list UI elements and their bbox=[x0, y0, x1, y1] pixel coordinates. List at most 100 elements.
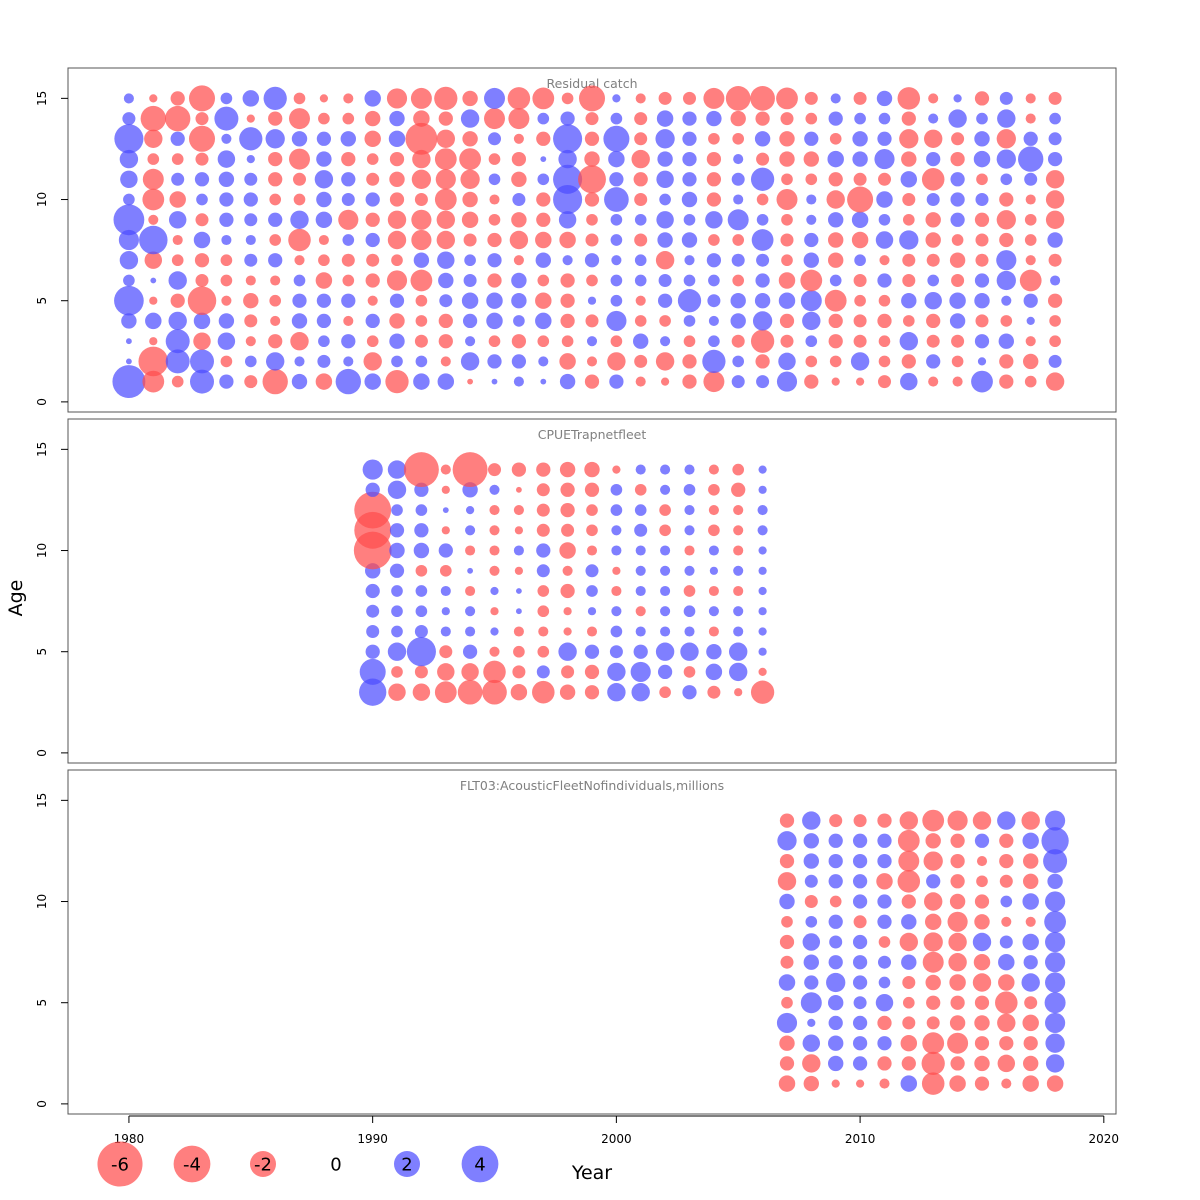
bubble bbox=[1045, 952, 1066, 973]
bubble bbox=[467, 378, 474, 385]
bubble bbox=[537, 645, 550, 658]
bubble bbox=[560, 583, 575, 599]
bubble bbox=[120, 170, 138, 189]
bubble bbox=[316, 191, 332, 208]
bubble bbox=[705, 211, 723, 229]
bubble bbox=[707, 685, 721, 699]
bubble bbox=[315, 272, 333, 289]
bubble bbox=[948, 932, 967, 952]
bubble bbox=[558, 211, 577, 229]
bubble bbox=[488, 173, 501, 186]
bubble bbox=[190, 369, 214, 394]
bubble bbox=[924, 892, 943, 911]
bubble bbox=[293, 274, 306, 287]
bubble bbox=[776, 87, 798, 110]
bubble bbox=[900, 1075, 918, 1092]
bubble bbox=[612, 94, 621, 103]
bubble bbox=[165, 105, 191, 132]
bubble bbox=[366, 172, 380, 186]
bubble bbox=[804, 874, 818, 888]
bubble bbox=[829, 355, 842, 368]
bubble bbox=[828, 172, 843, 187]
bubble bbox=[828, 111, 843, 126]
panel-frame bbox=[67, 67, 1117, 413]
bubble bbox=[756, 193, 769, 206]
bubble bbox=[922, 951, 944, 973]
bubble bbox=[540, 378, 547, 385]
bubble bbox=[513, 376, 524, 387]
bubble bbox=[367, 295, 378, 306]
bubble bbox=[513, 645, 525, 658]
bubble bbox=[852, 151, 868, 167]
bubble bbox=[1045, 972, 1066, 993]
bubble bbox=[951, 334, 965, 348]
bubble bbox=[776, 371, 798, 392]
bubble bbox=[319, 94, 329, 103]
bubble bbox=[803, 833, 819, 849]
bubble bbox=[902, 315, 915, 327]
bubble bbox=[464, 254, 476, 267]
bubble bbox=[585, 564, 599, 578]
bubble bbox=[1048, 132, 1062, 146]
bubble bbox=[853, 334, 867, 348]
bubble bbox=[139, 225, 168, 255]
bubble bbox=[655, 352, 675, 371]
bubble bbox=[365, 482, 380, 497]
bubble bbox=[952, 376, 963, 387]
bubble bbox=[341, 192, 355, 207]
bubble bbox=[875, 993, 894, 1012]
bubble bbox=[730, 110, 746, 127]
bubble bbox=[708, 132, 720, 145]
bubble bbox=[114, 285, 144, 316]
bubble bbox=[758, 485, 767, 494]
bubble bbox=[682, 91, 697, 105]
bubble bbox=[659, 524, 671, 537]
bubble bbox=[684, 545, 695, 556]
bubble bbox=[415, 315, 428, 327]
bubble bbox=[803, 954, 819, 970]
bubble bbox=[219, 374, 234, 389]
bubble bbox=[341, 172, 356, 187]
bubble bbox=[947, 1032, 969, 1054]
bubble bbox=[389, 192, 405, 207]
bubble bbox=[684, 626, 695, 637]
bubble bbox=[781, 915, 793, 928]
bubble bbox=[608, 150, 625, 168]
bubble bbox=[315, 211, 333, 229]
bubble bbox=[316, 293, 332, 308]
bubble bbox=[660, 464, 671, 475]
bubble bbox=[828, 955, 843, 970]
bubble bbox=[387, 210, 407, 229]
bubble bbox=[413, 542, 430, 559]
bubble bbox=[488, 213, 501, 226]
bubble bbox=[879, 1078, 890, 1089]
bubble bbox=[342, 274, 355, 287]
bubble bbox=[1025, 916, 1036, 927]
bubble bbox=[684, 255, 695, 266]
bubble bbox=[465, 505, 475, 515]
bubble bbox=[708, 505, 719, 516]
bubble bbox=[635, 376, 646, 387]
bubble bbox=[758, 465, 767, 474]
bubble bbox=[706, 253, 722, 268]
legend-bubble bbox=[461, 1145, 499, 1183]
bubble bbox=[610, 213, 623, 226]
bubble bbox=[1049, 335, 1061, 348]
bubble bbox=[123, 93, 134, 104]
bubble bbox=[171, 375, 184, 388]
bubble bbox=[634, 354, 648, 368]
bubble bbox=[999, 935, 1013, 949]
bubble bbox=[440, 626, 451, 637]
bubble bbox=[660, 545, 671, 556]
bubble bbox=[755, 354, 770, 369]
bubble bbox=[1048, 253, 1062, 267]
bubble bbox=[634, 112, 648, 126]
bubble bbox=[708, 585, 719, 597]
bubble bbox=[584, 461, 600, 478]
legend-label: -2 bbox=[254, 1155, 272, 1176]
bubble bbox=[902, 213, 915, 226]
bubble bbox=[926, 313, 941, 329]
bubble bbox=[291, 313, 308, 329]
bubble bbox=[563, 627, 572, 636]
bubble bbox=[488, 153, 501, 165]
